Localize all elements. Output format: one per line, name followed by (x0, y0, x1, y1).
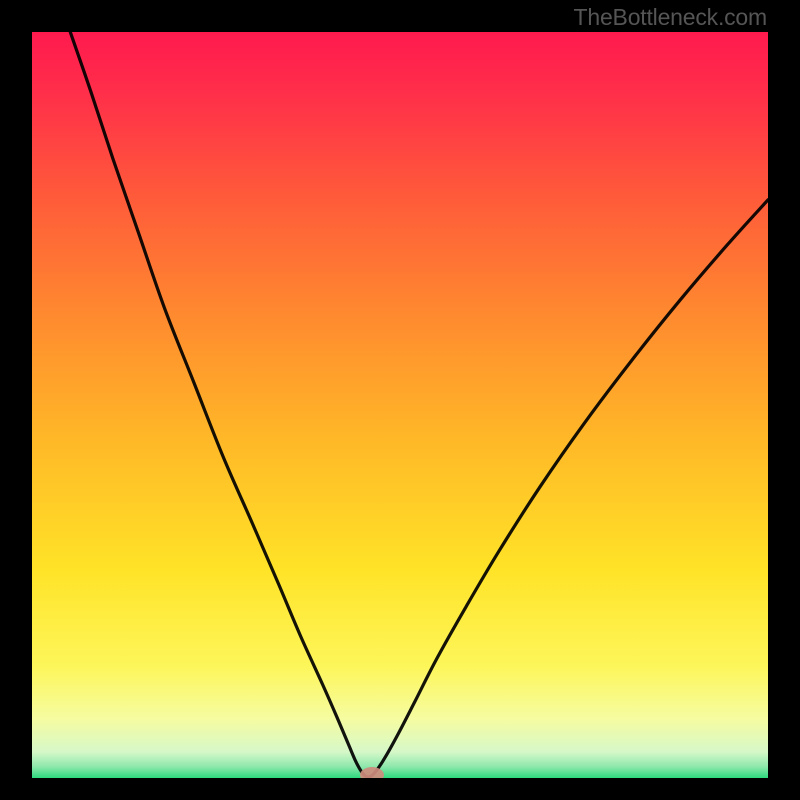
watermark-text: TheBottleneck.com (574, 4, 767, 31)
minimum-marker (360, 767, 384, 778)
bottleneck-curve (32, 32, 768, 778)
bottleneck-chart (32, 32, 768, 778)
